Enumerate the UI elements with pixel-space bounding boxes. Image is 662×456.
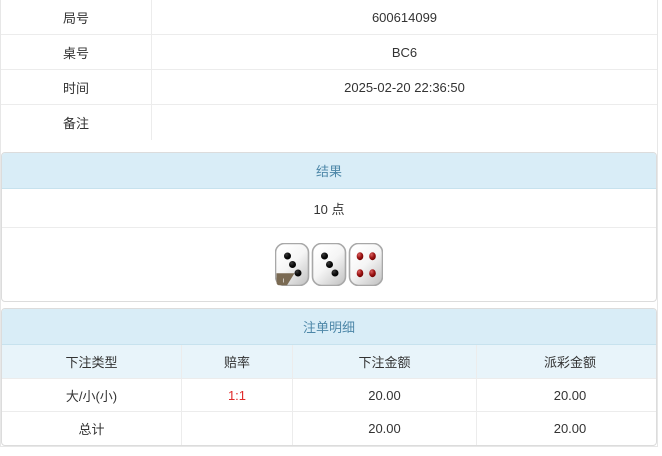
- svg-text:i: i: [283, 277, 284, 284]
